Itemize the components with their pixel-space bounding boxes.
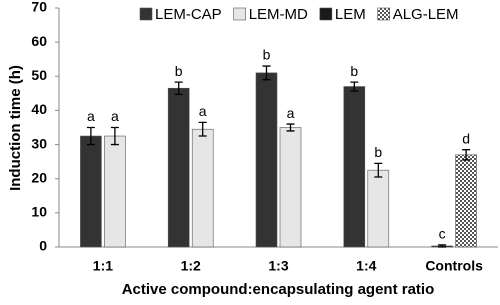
y-axis-label: Induction time (h) bbox=[7, 65, 24, 191]
bar bbox=[367, 169, 390, 248]
significance-letter: b bbox=[350, 63, 358, 79]
error-bar bbox=[174, 81, 183, 96]
error-bar bbox=[462, 149, 471, 161]
legend-swatch bbox=[377, 7, 391, 21]
legend-label: ALG-LEM bbox=[393, 6, 459, 23]
y-tick-label: 20 bbox=[31, 169, 47, 185]
bar bbox=[191, 128, 214, 248]
x-tick-label: 1:3 bbox=[268, 258, 288, 274]
bar bbox=[343, 86, 366, 248]
significance-letter: b bbox=[263, 47, 271, 63]
error-bar bbox=[286, 123, 295, 132]
x-tick-label: 1:4 bbox=[356, 258, 376, 274]
significance-letter: a bbox=[111, 108, 119, 124]
error-bar bbox=[350, 81, 359, 92]
x-axis-label: Active compound:encapsulating agent rati… bbox=[122, 281, 435, 298]
y-tick-label: 60 bbox=[31, 33, 47, 49]
legend-label: LEM-CAP bbox=[155, 6, 222, 23]
y-tick-label: 50 bbox=[31, 67, 47, 83]
bar bbox=[255, 72, 278, 248]
bar bbox=[104, 135, 126, 248]
significance-letter: a bbox=[287, 105, 295, 121]
significance-letter: a bbox=[87, 108, 95, 124]
bar bbox=[80, 135, 102, 248]
error-bar bbox=[198, 121, 207, 137]
y-tick-label: 0 bbox=[39, 238, 47, 254]
significance-letter: a bbox=[199, 103, 207, 119]
error-bar bbox=[438, 244, 447, 248]
y-tick-label: 30 bbox=[31, 135, 47, 151]
error-bar bbox=[262, 65, 271, 81]
x-tick-label: 1:2 bbox=[181, 258, 201, 274]
x-tick-label: Controls bbox=[425, 258, 483, 274]
significance-letter: b bbox=[374, 144, 382, 160]
legend-label: LEM bbox=[335, 6, 366, 23]
bar bbox=[455, 154, 477, 248]
bar bbox=[167, 87, 190, 248]
error-bar bbox=[86, 126, 95, 146]
legend-swatch bbox=[233, 7, 246, 21]
x-tick-label: 1:1 bbox=[93, 258, 113, 274]
error-bar bbox=[374, 162, 383, 178]
legend-swatch bbox=[139, 7, 153, 21]
y-tick-label: 10 bbox=[31, 204, 47, 220]
y-tick-label: 70 bbox=[31, 0, 47, 15]
legend-label: LEM-MD bbox=[249, 6, 308, 23]
error-bar bbox=[110, 126, 119, 146]
bar bbox=[279, 127, 302, 248]
legend-swatch bbox=[319, 7, 333, 21]
y-tick-label: 40 bbox=[31, 101, 47, 117]
significance-letter: b bbox=[175, 63, 183, 79]
significance-letter: d bbox=[462, 130, 470, 146]
significance-letter: c bbox=[439, 226, 446, 242]
